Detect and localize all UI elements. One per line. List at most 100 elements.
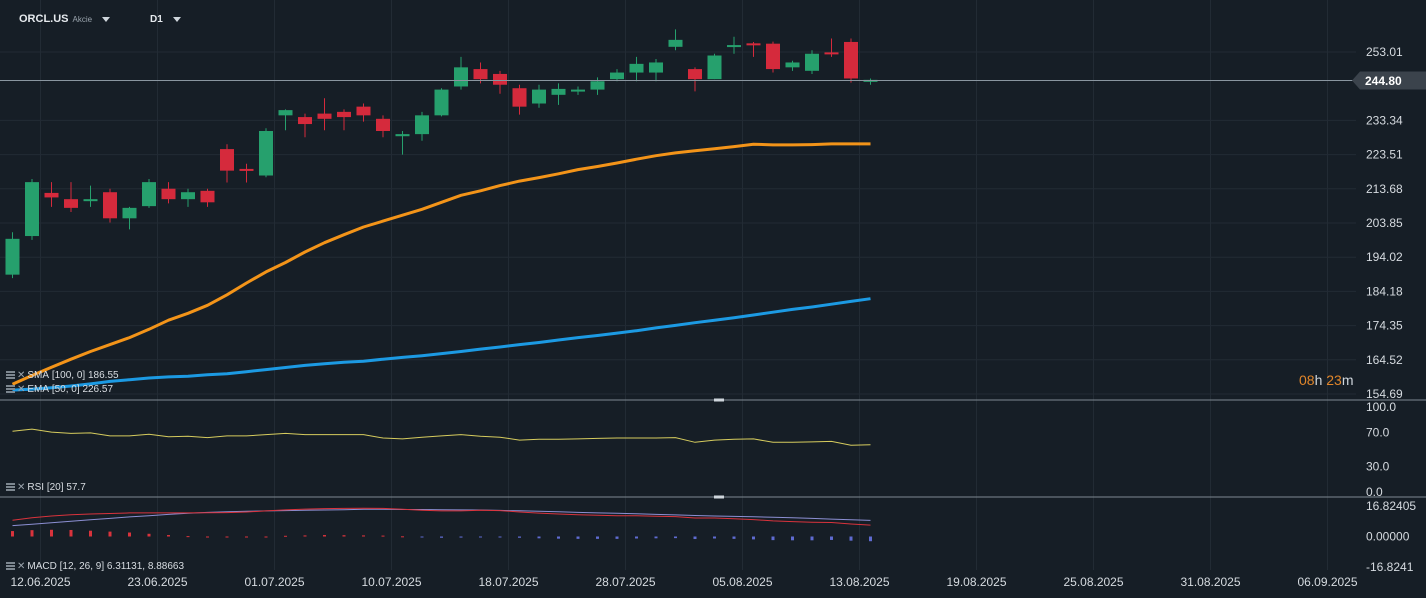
candle-body xyxy=(259,130,273,176)
pane-resize-handle[interactable] xyxy=(714,398,724,402)
macd-histogram-bar xyxy=(206,536,209,538)
macd-histogram-bar xyxy=(849,536,853,541)
candle-body xyxy=(376,118,390,131)
candle xyxy=(376,115,390,138)
candle-body xyxy=(746,43,761,46)
candle xyxy=(766,41,780,73)
timeframe-selector[interactable]: D1 xyxy=(150,11,181,27)
symbol-selector[interactable]: ORCL.US Akcie xyxy=(19,11,111,27)
candle xyxy=(220,144,234,183)
candle-body xyxy=(805,53,819,71)
price-tick-label: 253.01 xyxy=(1366,45,1403,59)
price-tick-label: 203.85 xyxy=(1366,216,1403,230)
candle xyxy=(415,111,429,141)
date-axis[interactable]: 12.06.2025 23.06.2025 01.07.2025 10.07.2025… xyxy=(10,575,1357,589)
candle-body xyxy=(590,81,605,90)
ema-50-line xyxy=(11,142,871,386)
candle-body xyxy=(766,43,780,70)
rsi-legend-value: 57.7 xyxy=(66,481,86,493)
sma-legend-label: SMA xyxy=(27,369,50,381)
sma-legend[interactable]: ✕ SMA [100, 0] 186.55 xyxy=(6,369,119,381)
macd-histogram-bar xyxy=(674,536,677,539)
macd-tick-label: 0.00000 xyxy=(1366,530,1410,544)
ema-legend[interactable]: ✕ EMA [50, 0] 226.57 xyxy=(6,383,113,395)
candle xyxy=(454,56,468,90)
candle-body xyxy=(44,192,59,198)
price-axis[interactable]: 253.01 233.34 223.51 213.68 203.85 194.02 184.… xyxy=(1366,45,1416,574)
date-tick-label: 31.08.2025 xyxy=(1180,575,1240,589)
timeframe-label: D1 xyxy=(150,13,163,25)
macd-histogram-bar xyxy=(147,533,151,537)
macd-legend[interactable]: ✕ MACD [12, 26, 9] 6.31131, 8.88663 xyxy=(6,560,184,572)
macd-histogram-bar xyxy=(245,536,248,538)
price-tick-label: 213.68 xyxy=(1366,182,1403,196)
indicator-settings-icon[interactable] xyxy=(6,385,15,393)
candle xyxy=(707,53,722,80)
grid-lines xyxy=(0,0,1356,570)
candle xyxy=(142,178,156,208)
macd-histogram-bar xyxy=(771,536,775,541)
candle-body xyxy=(220,149,234,171)
candle xyxy=(727,36,741,54)
indicator-settings-icon[interactable] xyxy=(6,483,15,491)
candle xyxy=(805,50,819,74)
candle xyxy=(824,38,839,57)
indicator-settings-icon[interactable] xyxy=(6,371,15,379)
close-icon[interactable]: ✕ xyxy=(17,481,26,493)
rsi-tick-label: 70.0 xyxy=(1366,426,1390,440)
close-icon[interactable]: ✕ xyxy=(17,383,26,395)
candle xyxy=(5,232,20,279)
indicator-settings-icon[interactable] xyxy=(6,562,15,570)
sma-legend-value: 186.55 xyxy=(87,369,119,381)
candle xyxy=(434,88,449,117)
rsi-legend-params: [20] xyxy=(46,481,64,493)
candle xyxy=(83,185,98,207)
candle xyxy=(200,188,215,207)
candle-body xyxy=(103,192,117,219)
macd-histogram-bar xyxy=(518,536,521,538)
candle-body xyxy=(688,69,702,80)
macd-histogram-bar xyxy=(225,536,229,538)
rsi-legend[interactable]: ✕ RSI [20] 57.7 xyxy=(6,481,86,493)
ema-legend-params: [50, 0] xyxy=(51,383,80,395)
macd-histogram-bar xyxy=(615,536,619,539)
countdown-hours: 08 xyxy=(1299,372,1315,388)
candle xyxy=(649,58,663,82)
countdown-minutes: 23 xyxy=(1326,372,1342,388)
current-price-label: 244.80 xyxy=(1365,74,1402,88)
candle-body xyxy=(278,110,293,116)
candle xyxy=(590,77,605,95)
macd-histogram-bar xyxy=(108,531,112,537)
candle-body xyxy=(473,69,488,80)
candle xyxy=(473,62,488,84)
candle xyxy=(278,109,293,131)
macd-histogram-bar xyxy=(69,529,73,537)
macd-histogram-bar xyxy=(830,536,833,540)
candle-body xyxy=(844,41,858,79)
macd-histogram-bar xyxy=(186,536,190,538)
date-tick-label: 06.09.2025 xyxy=(1297,575,1357,589)
pane-separators xyxy=(0,398,1426,499)
candle-body xyxy=(298,117,312,125)
macd-histogram-bar xyxy=(791,536,794,541)
sma-100-line xyxy=(12,297,871,392)
candle-body xyxy=(727,45,741,48)
close-icon[interactable]: ✕ xyxy=(17,369,26,381)
current-price-line: 244.80 xyxy=(0,71,1426,90)
candle xyxy=(64,182,78,213)
countdown-minutes-unit: m xyxy=(1341,372,1354,388)
date-tick-label: 13.08.2025 xyxy=(829,575,889,589)
macd-histogram-bar xyxy=(362,535,365,537)
macd-histogram-bar xyxy=(498,536,502,538)
price-tick-label: 154.69 xyxy=(1366,387,1403,401)
candle-body xyxy=(668,39,683,47)
pane-resize-handle[interactable] xyxy=(714,495,724,499)
macd-line xyxy=(12,507,871,526)
macd-histogram-bar xyxy=(869,536,872,542)
rsi-line xyxy=(12,428,871,446)
close-icon[interactable]: ✕ xyxy=(17,560,26,572)
macd-tick-label: 16.82405 xyxy=(1366,499,1416,513)
candle xyxy=(317,98,332,131)
macd-histogram-bar xyxy=(50,529,53,537)
